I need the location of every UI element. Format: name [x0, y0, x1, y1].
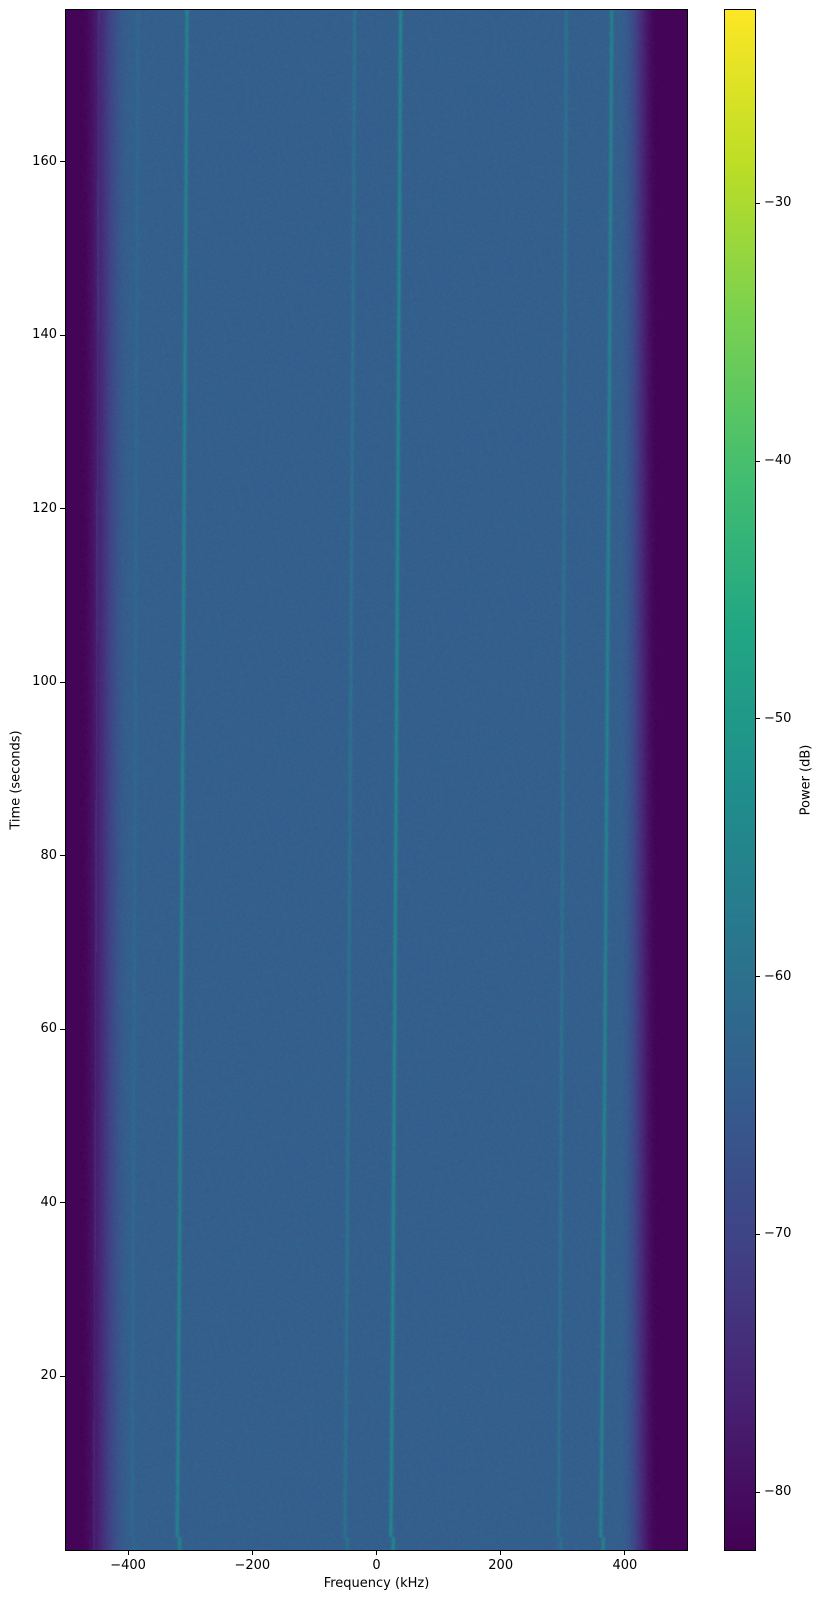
x-tick-label: 400 [612, 1558, 638, 1573]
colorbar-gradient [725, 10, 755, 1550]
x-tick [251, 1550, 253, 1555]
x-tick [127, 1550, 129, 1555]
colorbar-tick-label: −60 [764, 968, 792, 984]
x-tick-label: 200 [488, 1558, 514, 1573]
colorbar [725, 10, 755, 1550]
spectrogram-heatmap [66, 10, 687, 1550]
y-tick [60, 161, 65, 163]
y-tick [60, 681, 65, 683]
y-axis-label: Time (seconds) [8, 730, 24, 830]
y-tick [60, 508, 65, 510]
colorbar-tick-label: −70 [764, 1226, 792, 1242]
colorbar-label: Power (dB) [798, 744, 814, 816]
colorbar-tick [755, 202, 760, 204]
x-tick-label: 0 [372, 1558, 381, 1573]
y-tick-label: 20 [40, 1368, 57, 1384]
x-axis-label: Frequency (kHz) [323, 1576, 430, 1591]
colorbar-tick [755, 976, 760, 978]
colorbar-tick [755, 1233, 760, 1235]
x-tick [500, 1550, 502, 1555]
y-tick [60, 855, 65, 857]
colorbar-tick-label: −30 [764, 195, 792, 211]
colorbar-tick [755, 460, 760, 462]
y-tick-label: 140 [32, 327, 57, 343]
y-tick [60, 334, 65, 336]
x-tick [376, 1550, 377, 1555]
y-tick-label: 120 [32, 500, 57, 516]
y-tick [60, 1028, 65, 1030]
colorbar-tick-label: −50 [764, 710, 792, 726]
x-tick-label: −200 [234, 1558, 271, 1573]
y-tick-label: 160 [32, 153, 57, 169]
y-tick-label: 80 [40, 847, 57, 863]
colorbar-tick-label: −40 [764, 453, 792, 469]
x-tick [624, 1550, 626, 1555]
colorbar-tick-label: −80 [764, 1484, 792, 1499]
y-tick-label: 100 [32, 674, 57, 690]
x-tick-label: −400 [110, 1558, 146, 1573]
y-tick [60, 1375, 65, 1377]
colorbar-tick [755, 718, 760, 720]
y-tick-label: 60 [40, 1021, 57, 1037]
y-tick-label: 40 [40, 1194, 57, 1210]
spectrogram-plot [66, 10, 687, 1550]
y-tick [60, 1202, 65, 1204]
colorbar-tick [755, 1491, 760, 1493]
